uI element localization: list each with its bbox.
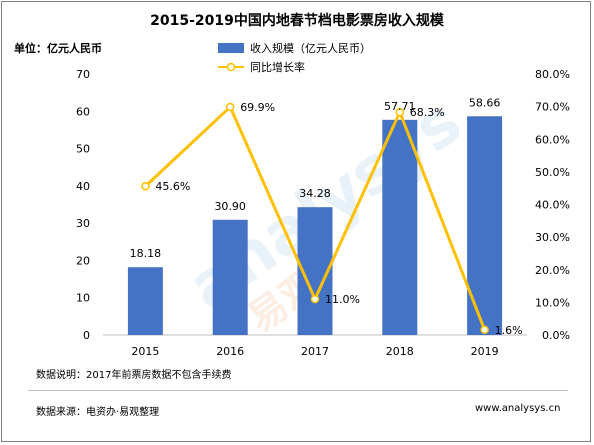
bar-series	[127, 116, 503, 335]
y-right-tick-label: 80.0%	[535, 68, 570, 81]
growth-rate-point	[480, 325, 489, 335]
y-right-tick-label: 20.0%	[535, 264, 570, 277]
unit-label: 单位：亿元人民币	[14, 42, 102, 55]
y-right-tick-label: 30.0%	[535, 231, 570, 244]
growth-rate-point	[395, 107, 405, 117]
y-right-tick-label: 60.0%	[535, 133, 570, 146]
data-source: 数据来源：电资办·易观整理	[36, 407, 160, 418]
revenue-bar	[382, 119, 418, 335]
legend-bar-swatch	[218, 43, 244, 53]
x-tick-label: 2015	[131, 345, 159, 358]
chart-axes: 0 10 20 30 40 50 60 70 0.0% 10.0% 20.0% 30.0% 40.0% 5…	[76, 68, 570, 358]
data-note: 数据说明：2017年前票房数据不包含手续费	[36, 370, 232, 381]
y-right-tick-label: 10.0%	[535, 296, 570, 309]
legend-bar-label: 收入规模（亿元人民币）	[250, 41, 371, 55]
bar-value-label: 57.71	[384, 100, 416, 113]
line-series	[141, 102, 489, 335]
growth-rate-point	[225, 102, 235, 112]
legend-line-marker	[226, 62, 236, 72]
growth-rate-label: 68.3%	[410, 106, 445, 119]
x-tick-label: 2017	[301, 345, 329, 358]
y-left-tick-label: 60	[76, 105, 90, 118]
footer-divider	[28, 390, 568, 391]
bar-value-label: 30.90	[214, 200, 246, 213]
x-tick-label: 2019	[471, 345, 499, 358]
growth-rate-point	[141, 181, 150, 191]
growth-rate-label: 11.0%	[325, 293, 360, 306]
growth-rate-label: 69.9%	[240, 101, 275, 114]
growth-rate-point	[310, 294, 320, 304]
growth-rate-label: 45.6%	[155, 180, 190, 193]
website-link[interactable]: www.analysys.cn	[475, 403, 561, 414]
y-left-tick-label: 40	[76, 180, 90, 193]
data-labels: 18.18 30.90 34.28 57.71 58.66 45.6% 69.9% 11.0%…	[130, 96, 523, 336]
legend-line-label: 同比增长率	[250, 60, 305, 74]
y-left-tick-label: 20	[76, 254, 90, 267]
y-right-tick-label: 0.0%	[542, 329, 570, 342]
y-left-tick-label: 30	[76, 217, 90, 230]
revenue-bar	[212, 219, 248, 335]
chart-title: 2015-2019中国内地春节档电影票房收入规模	[150, 13, 444, 29]
y-right-tick-label: 50.0%	[535, 166, 570, 179]
y-right-tick-label: 40.0%	[535, 199, 570, 212]
y-right-tick-label: 70.0%	[535, 101, 570, 114]
legend: 收入规模（亿元人民币） 同比增长率	[218, 41, 371, 74]
bar-value-label: 34.28	[299, 187, 331, 200]
revenue-bar	[127, 267, 163, 335]
y-left-tick-label: 10	[76, 292, 90, 305]
bar-value-label: 58.66	[469, 96, 501, 109]
y-left-tick-label: 70	[76, 68, 90, 81]
y-left-tick-label: 50	[76, 143, 90, 156]
bar-value-label: 18.18	[130, 247, 162, 260]
x-tick-label: 2018	[386, 345, 414, 358]
y-left-tick-label: 0	[83, 329, 90, 342]
growth-rate-label: 1.6%	[495, 324, 523, 337]
x-tick-label: 2016	[216, 345, 244, 358]
